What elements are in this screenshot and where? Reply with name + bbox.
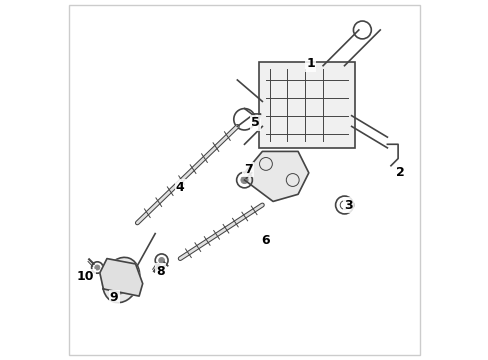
Ellipse shape (102, 257, 140, 303)
Text: 1: 1 (305, 57, 314, 71)
Text: 7: 7 (243, 163, 252, 176)
Polygon shape (100, 258, 142, 296)
Text: 2: 2 (395, 166, 404, 179)
Text: 9: 9 (110, 291, 118, 305)
Text: 5: 5 (250, 116, 259, 129)
Text: 3: 3 (343, 198, 352, 212)
Circle shape (241, 176, 247, 184)
Text: 8: 8 (156, 265, 164, 278)
Circle shape (95, 265, 100, 270)
Text: 4: 4 (176, 181, 184, 194)
Text: 6: 6 (261, 234, 270, 247)
FancyBboxPatch shape (69, 5, 419, 355)
Ellipse shape (110, 266, 132, 294)
FancyBboxPatch shape (258, 62, 354, 148)
Text: 10: 10 (77, 270, 94, 283)
Circle shape (159, 257, 164, 263)
Polygon shape (244, 152, 308, 202)
